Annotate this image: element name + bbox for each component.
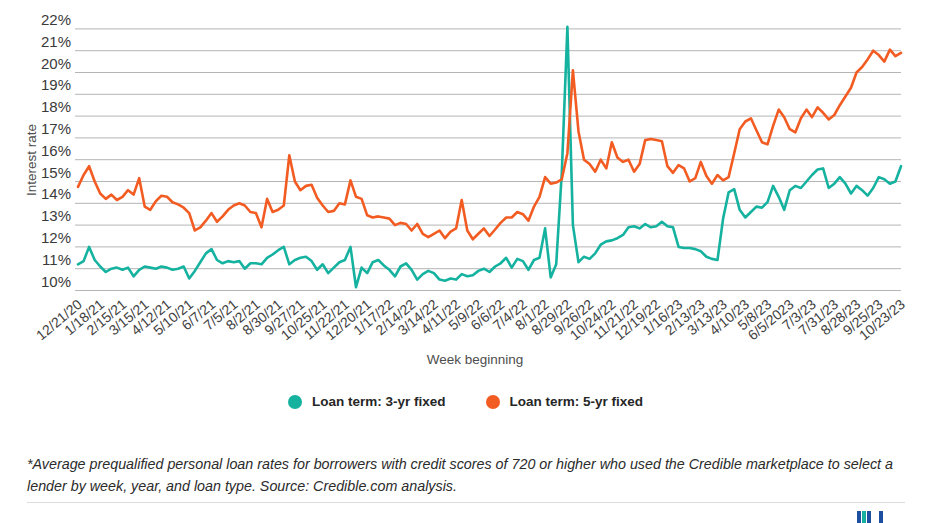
y-axis-tick-label: 15% — [41, 164, 71, 181]
y-axis-tick-label: 19% — [41, 76, 71, 93]
y-axis-tick-label: 14% — [41, 185, 71, 202]
series-line-5yr-fixed — [78, 50, 901, 240]
legend-dot-3yr-icon — [288, 395, 302, 409]
logo-bar — [862, 511, 866, 523]
y-axis-tick-label: 18% — [41, 98, 71, 115]
legend-label-5yr: Loan term: 5-yr fixed — [510, 394, 644, 409]
y-axis-tick-label: 10% — [41, 273, 71, 290]
footer-divider — [27, 502, 905, 503]
legend-item-3yr: Loan term: 3-yr fixed — [288, 394, 446, 409]
y-axis-tick-label: 22% — [41, 11, 71, 28]
legend-label-3yr: Loan term: 3-yr fixed — [312, 394, 446, 409]
y-axis-tick-label: 11% — [42, 251, 71, 268]
x-axis-title: Week beginning — [427, 352, 524, 367]
legend-item-5yr: Loan term: 5-yr fixed — [486, 394, 644, 409]
y-axis-tick-label: 16% — [41, 142, 71, 159]
chart-legend: Loan term: 3-yr fixed Loan term: 5-yr fi… — [0, 394, 931, 409]
source-footnote: *Average prequalified personal loan rate… — [27, 453, 911, 497]
y-axis-tick-label: 13% — [41, 207, 71, 224]
legend-dot-5yr-icon — [486, 395, 500, 409]
y-axis-tick-label: 20% — [41, 55, 71, 72]
series-line-3yr-fixed — [78, 27, 901, 288]
y-axis-tick-label: 21% — [41, 33, 71, 50]
loan-rates-chart: 22%21%20%19%18%17%16%15%14%13%12%11%10%1… — [0, 0, 931, 378]
y-axis-tick-label: 12% — [41, 229, 71, 246]
logo-bar — [867, 511, 871, 523]
logo-bar — [879, 511, 883, 523]
loan-rates-page: 22%21%20%19%18%17%16%15%14%13%12%11%10%1… — [0, 0, 931, 523]
credible-logo-icon — [857, 511, 893, 523]
logo-bar — [857, 511, 861, 523]
y-axis-tick-label: 17% — [41, 120, 71, 137]
y-axis-title: Interest rate — [24, 124, 39, 196]
